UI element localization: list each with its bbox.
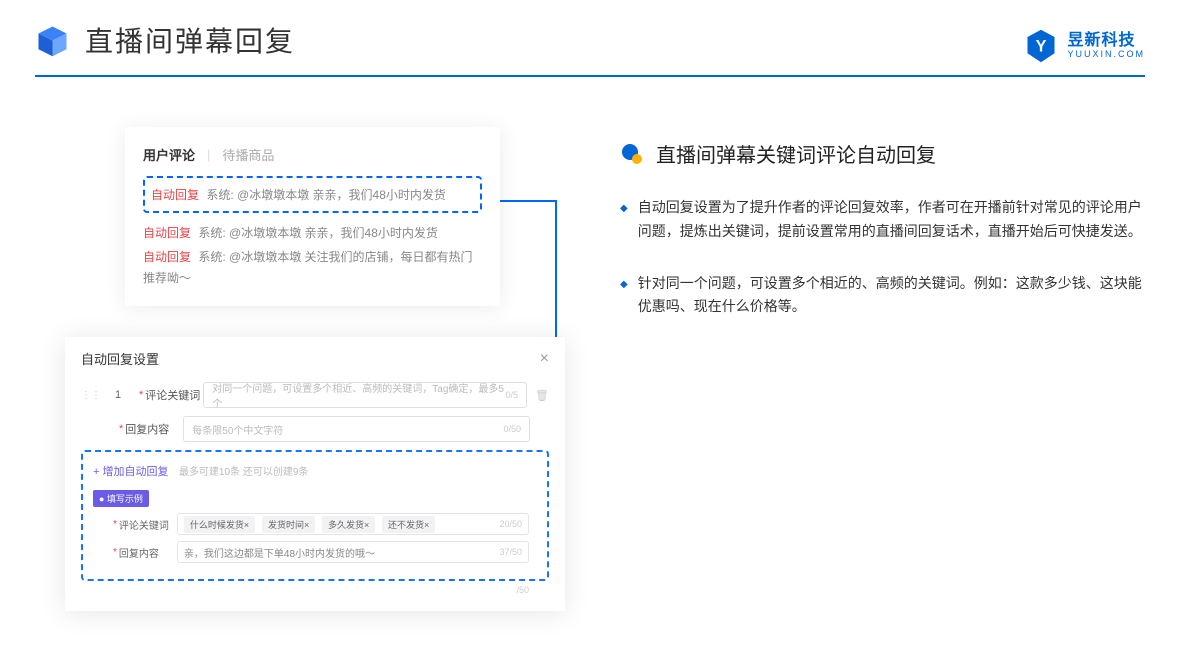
- reply-line-3: 自动回复 系统: @冰墩墩本墩 关注我们的店铺，每日都有热门推荐呦～: [143, 247, 482, 288]
- page-header: 直播间弹幕回复: [0, 0, 1180, 70]
- auto-reply-tag: 自动回复: [143, 226, 191, 240]
- cube-icon: [35, 23, 70, 58]
- content-label: 回复内容: [125, 421, 183, 437]
- char-count: 0/5: [506, 390, 519, 400]
- input-placeholder: 每条限50个中文字符: [192, 422, 283, 437]
- page-title: 直播间弹幕回复: [85, 20, 295, 60]
- reply-text: 系统: @冰墩墩本墩 亲亲，我们48小时内发货: [206, 188, 446, 202]
- bullet-2: 针对同一个问题，可设置多个相近的、高频的关键词。例如：这款多少钱、这块能优惠吗、…: [638, 272, 1145, 320]
- example-kw-label: 评论关键词: [119, 517, 177, 532]
- add-hint: 最多可建10条 还可以创建9条: [179, 467, 308, 478]
- keyword-chip[interactable]: 多久发货×: [322, 516, 375, 533]
- keyword-chip[interactable]: 什么时候发货×: [184, 516, 255, 533]
- reply-text: 系统: @冰墩墩本墩 关注我们的店铺，每日都有热门推荐呦～: [143, 250, 473, 284]
- brand-logo: Y 昱新科技 YUUXIN.COM: [1023, 28, 1145, 64]
- example-content-label: 回复内容: [119, 545, 177, 560]
- speech-bubble-icon: [620, 142, 644, 166]
- add-reply-button[interactable]: + 增加自动回复: [93, 466, 168, 478]
- settings-modal: 自动回复设置 × ⋮⋮ 1 * 评论关键词 对同一个问题，可设置多个相近、高频的…: [65, 337, 565, 611]
- reply-text: 系统: @冰墩墩本墩 亲亲，我们48小时内发货: [198, 226, 438, 240]
- modal-title: 自动回复设置: [81, 349, 159, 368]
- drag-handle-icon[interactable]: ⋮⋮: [81, 390, 101, 401]
- auto-reply-tag: 自动回复: [151, 188, 199, 202]
- keyword-input[interactable]: 对同一个问题，可设置多个相近、高频的关键词，Tag确定，最多5个 0/5: [203, 382, 527, 408]
- tab-pending-goods[interactable]: 待播商品: [222, 145, 274, 164]
- rule-index: 1: [107, 384, 129, 406]
- auto-reply-tag: 自动回复: [143, 250, 191, 264]
- comments-card: 用户评论 | 待播商品 自动回复 系统: @冰墩墩本墩 亲亲，我们48小时内发货…: [125, 127, 500, 306]
- screenshots-column: 用户评论 | 待播商品 自动回复 系统: @冰墩墩本墩 亲亲，我们48小时内发货…: [35, 127, 565, 347]
- example-content-text: 亲，我们这边都是下单48小时内发货的哦～: [184, 545, 375, 560]
- char-count: 20/50: [499, 519, 522, 529]
- highlighted-reply: 自动回复 系统: @冰墩墩本墩 亲亲，我们48小时内发货: [143, 176, 482, 213]
- connector-line: [500, 200, 555, 202]
- section-heading: 直播间弹幕关键词评论自动回复: [656, 139, 936, 168]
- required-star: *: [113, 547, 117, 558]
- required-star: *: [113, 519, 117, 530]
- diamond-icon: ◆: [620, 276, 628, 320]
- example-kw-input[interactable]: 什么时候发货× 发货时间× 多久发货× 还不发货× 20/50: [177, 513, 529, 535]
- ghost-count: /50: [81, 585, 549, 595]
- char-count: 0/50: [503, 424, 521, 434]
- example-badge: ● 填写示例: [93, 490, 149, 507]
- comment-tabs: 用户评论 | 待播商品: [143, 145, 482, 164]
- required-star: *: [119, 423, 123, 435]
- required-star: *: [139, 389, 143, 401]
- input-placeholder: 对同一个问题，可设置多个相近、高频的关键词，Tag确定，最多5个: [212, 380, 505, 410]
- keyword-chip[interactable]: 发货时间×: [262, 516, 315, 533]
- char-count: 37/50: [499, 547, 522, 557]
- brand-name-cn: 昱新科技: [1067, 32, 1145, 50]
- brand-name-en: YUUXIN.COM: [1067, 50, 1145, 60]
- example-content-input[interactable]: 亲，我们这边都是下单48小时内发货的哦～ 37/50: [177, 541, 529, 563]
- svg-text:Y: Y: [1036, 37, 1047, 55]
- keyword-chip[interactable]: 还不发货×: [382, 516, 435, 533]
- diamond-icon: ◆: [620, 200, 628, 244]
- tab-user-comments[interactable]: 用户评论: [143, 145, 195, 164]
- delete-icon[interactable]: 🗑: [535, 389, 549, 402]
- reply-line-2: 自动回复 系统: @冰墩墩本墩 亲亲，我们48小时内发货: [143, 223, 482, 243]
- content-input[interactable]: 每条限50个中文字符 0/50: [183, 416, 530, 442]
- description-column: 直播间弹幕关键词评论自动回复 ◆ 自动回复设置为了提升作者的评论回复效率，作者可…: [565, 127, 1145, 347]
- example-section: + 增加自动回复 最多可建10条 还可以创建9条 ● 填写示例 * 评论关键词 …: [81, 450, 549, 581]
- keyword-label: 评论关键词: [145, 387, 203, 403]
- tab-separator: |: [207, 147, 210, 162]
- brand-icon: Y: [1023, 28, 1059, 64]
- bullet-1: 自动回复设置为了提升作者的评论回复效率，作者可在开播前针对常见的评论用户问题，提…: [638, 196, 1145, 244]
- close-icon[interactable]: ×: [540, 350, 549, 368]
